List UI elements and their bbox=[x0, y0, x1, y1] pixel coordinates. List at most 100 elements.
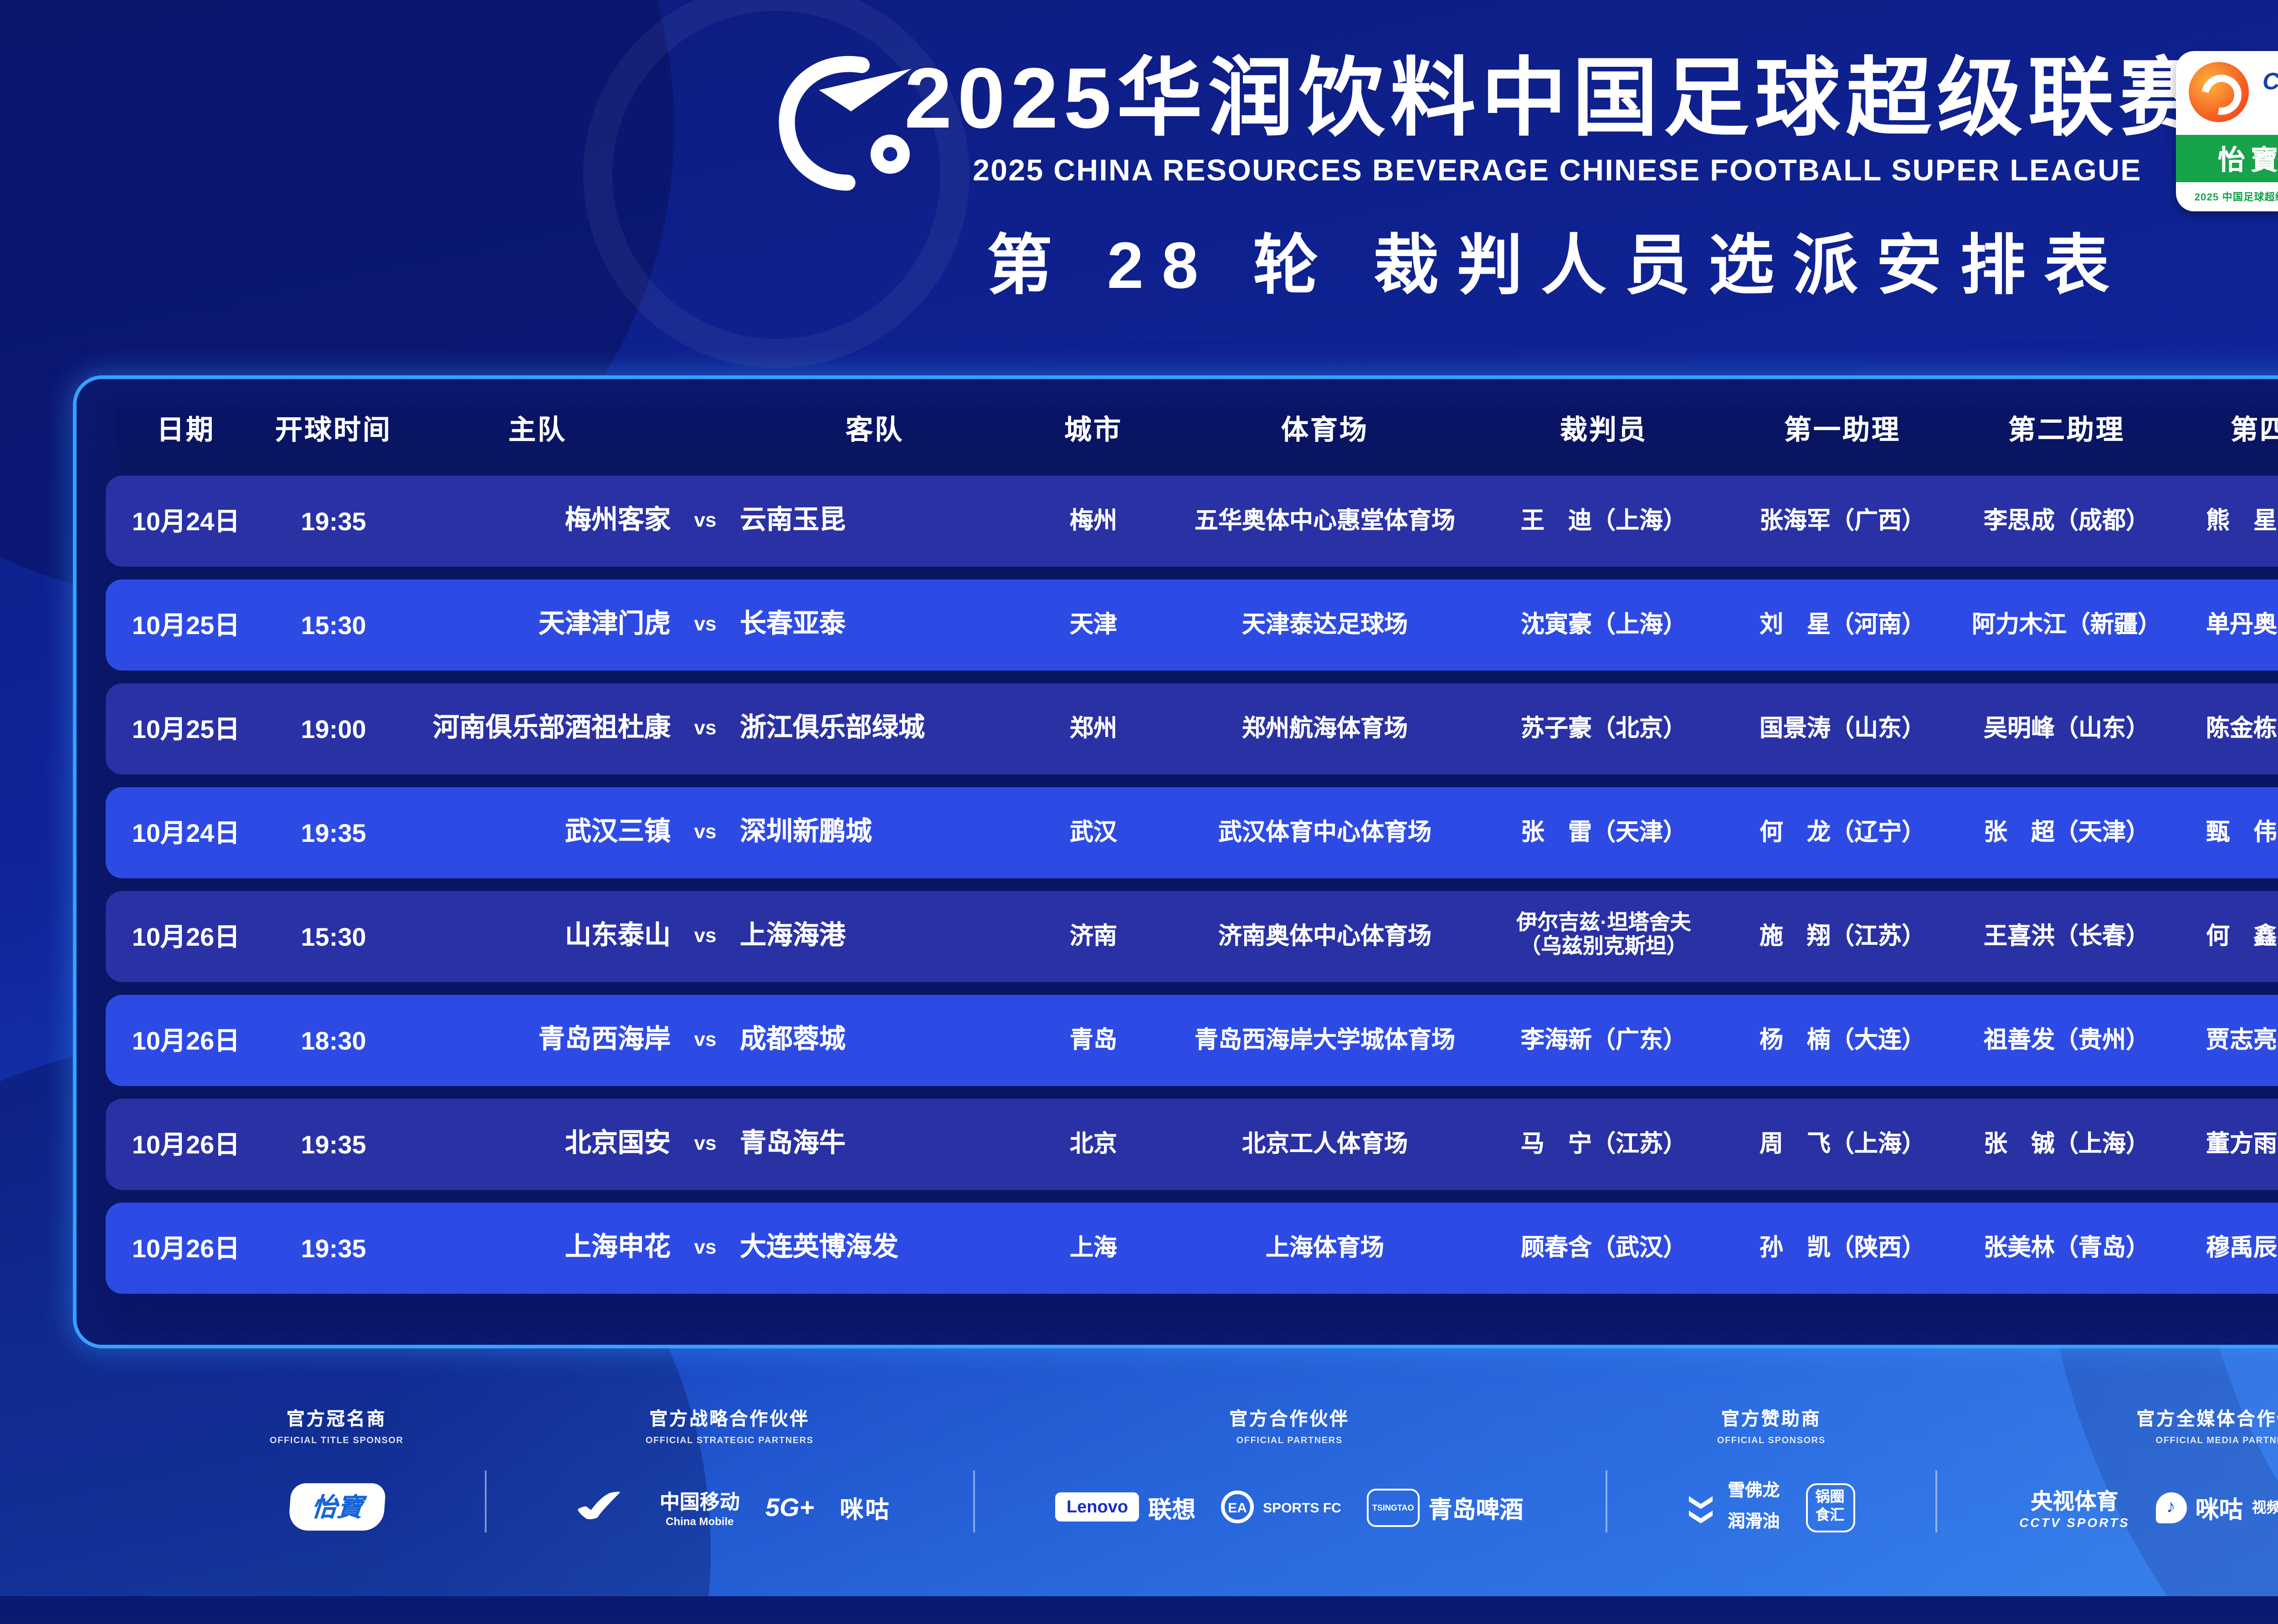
cell-date: 10月24日 bbox=[132, 506, 240, 536]
col-header-referee: 裁判员 bbox=[1560, 415, 1647, 446]
cell-assistant1: 张海军（广西） bbox=[1759, 506, 1925, 533]
cell-home: 山东泰山 bbox=[565, 921, 671, 951]
sponsor-label-en: OFFICIAL SPONSORS bbox=[1717, 1436, 1826, 1447]
cell-vs: vs bbox=[694, 1132, 717, 1155]
cell-time: 19:35 bbox=[301, 506, 366, 536]
cell-time: 15:30 bbox=[301, 610, 366, 640]
cell-home: 梅州客家 bbox=[565, 506, 671, 535]
cell-away: 上海海港 bbox=[740, 921, 846, 951]
nike-logo bbox=[568, 1481, 634, 1533]
cell-city: 武汉 bbox=[1069, 817, 1117, 845]
league-crest-icon bbox=[758, 44, 937, 200]
cell-city: 天津 bbox=[1069, 610, 1117, 637]
cell-stadium: 郑州航海体育场 bbox=[1242, 713, 1408, 741]
cell-assistant2: 张美林（青岛） bbox=[1983, 1233, 2150, 1260]
cell-stadium: 北京工人体育场 bbox=[1242, 1129, 1408, 1157]
header: 2025华润饮料中国足球超级联赛 2025 CHINA RESOURCES BE… bbox=[0, 0, 2278, 307]
sponsor-strip: 官方冠名商 OFFICIAL TITLE SPONSOR 怡寶 官方战略合作伙伴 OFF… bbox=[270, 1403, 2278, 1540]
cell-assistant1: 杨 楠（大连） bbox=[1759, 1025, 1925, 1053]
sponsor-group: 官方全媒体合作伙伴 OFFICIAL MEDIA PARTNERS 央视体育CCTV… bbox=[2019, 1403, 2278, 1540]
cell-stadium: 五华奥体中心惠堂体育场 bbox=[1194, 506, 1455, 533]
cell-home: 河南俱乐部酒祖杜康 bbox=[433, 713, 671, 743]
sponsor-label-zh: 官方合作伙伴 bbox=[1229, 1410, 1350, 1430]
match-row: 10月24日 19:35 梅州客家 vs 云南玉昆 梅州 五华奥体中心惠堂体育场 王 迪（上海… bbox=[106, 476, 2278, 567]
cell-fourth: 穆禹辰（西安） bbox=[2206, 1233, 2278, 1260]
cell-referee: 伊尔吉兹·坦塔舍夫 （乌兹别克斯坦） bbox=[1516, 912, 1691, 958]
cell-vs: vs bbox=[694, 509, 717, 532]
cell-away: 青岛海牛 bbox=[740, 1129, 846, 1158]
cell-date: 10月26日 bbox=[132, 1025, 240, 1055]
sponsor-divider bbox=[485, 1470, 487, 1532]
cell-time: 19:00 bbox=[301, 714, 366, 743]
cell-away: 长春亚泰 bbox=[740, 610, 846, 639]
cell-time: 19:35 bbox=[301, 1233, 366, 1263]
cell-assistant2: 阿力木江（新疆） bbox=[1971, 610, 2161, 637]
cell-away: 大连英博海发 bbox=[740, 1233, 898, 1262]
col-header-stadium: 体育场 bbox=[1281, 415, 1369, 446]
match-row: 10月24日 19:35 武汉三镇 vs 深圳新鹏城 武汉 武汉体育中心体育场 张 雷（天津）… bbox=[106, 787, 2278, 878]
bottom-bar bbox=[0, 1596, 2278, 1624]
cell-assistant2: 王喜洪（长春） bbox=[1983, 921, 2150, 949]
table-header-row: 日期开球时间主队客队城市体育场裁判员第一助理第二助理第四官员VARAVAR裁判监… bbox=[106, 394, 2278, 463]
cell-away: 成都蓉城 bbox=[740, 1025, 846, 1055]
cell-assistant1: 施 翔（江苏） bbox=[1759, 921, 1925, 949]
cell-time: 18:30 bbox=[301, 1025, 366, 1055]
cell-assistant1: 何 龙（辽宁） bbox=[1759, 817, 1925, 845]
sponsor-label-zh: 官方战略合作伙伴 bbox=[649, 1410, 810, 1430]
sponsor-label-en: OFFICIAL TITLE SPONSOR bbox=[270, 1436, 404, 1447]
match-row: 10月25日 19:00 河南俱乐部酒祖杜康 vs 浙江俱乐部绿城 郑州 郑州航海体育场 苏子… bbox=[106, 683, 2278, 774]
cell-stadium: 上海体育场 bbox=[1265, 1233, 1384, 1260]
cell-home: 上海申花 bbox=[565, 1233, 671, 1262]
cell-assistant1: 孙 凯（陕西） bbox=[1759, 1233, 1925, 1260]
cell-referee: 顾春含（武汉） bbox=[1520, 1233, 1687, 1260]
page-title-english: 2025 CHINA RESOURCES BEVERAGE CHINESE FO… bbox=[973, 154, 2142, 187]
cell-time: 19:35 bbox=[301, 1129, 366, 1159]
cell-home: 青岛西海岸 bbox=[539, 1025, 671, 1055]
sponsor-divider bbox=[972, 1470, 975, 1532]
match-row: 10月26日 19:35 上海申花 vs 大连英博海发 上海 上海体育场 顾春含（武汉） 孙 凯… bbox=[106, 1203, 2278, 1294]
cell-referee: 沈寅豪（上海） bbox=[1520, 610, 1687, 637]
col-header-away: 客队 bbox=[845, 415, 904, 446]
round-subtitle: 第 28 轮 裁判人员选派安排表 bbox=[986, 227, 2128, 302]
sponsor-label-zh: 官方赞助商 bbox=[1721, 1410, 1821, 1430]
cell-assistant1: 刘 星（河南） bbox=[1759, 610, 1925, 637]
badge-caption: 2025 中国足球超级联赛 bbox=[2194, 193, 2278, 204]
cell-vs: vs bbox=[694, 1029, 717, 1051]
cell-assistant2: 张 超（天津） bbox=[1983, 817, 2150, 845]
sponsor-label-zh: 官方全媒体合作伙伴 bbox=[2136, 1410, 2278, 1430]
title-block: 2025华润饮料中国足球超级联赛 2025 CHINA RESOURCES BE… bbox=[0, 0, 2278, 189]
fiveg-logo: 5G+ bbox=[765, 1492, 815, 1522]
cell-fourth: 单丹奥（河南） bbox=[2206, 610, 2278, 637]
cestbon-logo: 怡寶 bbox=[287, 1483, 386, 1531]
cell-city: 北京 bbox=[1069, 1129, 1117, 1157]
cell-vs: vs bbox=[694, 717, 717, 739]
cell-assistant2: 张 铖（上海） bbox=[1983, 1129, 2150, 1157]
cell-time: 19:35 bbox=[301, 818, 366, 847]
col-header-assistant1: 第一助理 bbox=[1784, 415, 1901, 446]
cell-date: 10月26日 bbox=[132, 1233, 240, 1263]
badge-brand: 怡寶 bbox=[2176, 135, 2278, 182]
easports-logo: EA SPORTS FC bbox=[1221, 1491, 1341, 1523]
cell-away: 云南玉昆 bbox=[740, 506, 846, 535]
col-header-assistant2: 第二助理 bbox=[2008, 415, 2125, 446]
match-row: 10月26日 19:35 北京国安 vs 青岛海牛 北京 北京工人体育场 马 宁（江苏） 周 飞… bbox=[106, 1099, 2278, 1190]
sponsor-label-zh: 官方冠名商 bbox=[286, 1410, 387, 1430]
cell-referee: 苏子豪（北京） bbox=[1520, 713, 1687, 741]
badge-top: CSL bbox=[2176, 51, 2278, 135]
cell-assistant2: 李思成（成都） bbox=[1983, 506, 2150, 533]
match-row: 10月26日 15:30 山东泰山 vs 上海海港 济南 济南奥体中心体育场 伊尔吉兹·坦塔舍… bbox=[106, 891, 2278, 982]
col-header-time: 开球时间 bbox=[275, 415, 392, 446]
tsingtao-logo: TSINGTAO 青岛啤酒 bbox=[1366, 1488, 1524, 1526]
cell-vs: vs bbox=[694, 925, 717, 947]
sponsor-group: 官方冠名商 OFFICIAL TITLE SPONSOR 怡寶 bbox=[270, 1403, 404, 1540]
cell-fourth: 贾志亮（广州） bbox=[2206, 1025, 2278, 1053]
sponsor-logos-row: 怡寶 bbox=[287, 1474, 386, 1540]
col-header-date: 日期 bbox=[156, 415, 215, 446]
col-header-fourth: 第四官员 bbox=[2230, 415, 2278, 446]
